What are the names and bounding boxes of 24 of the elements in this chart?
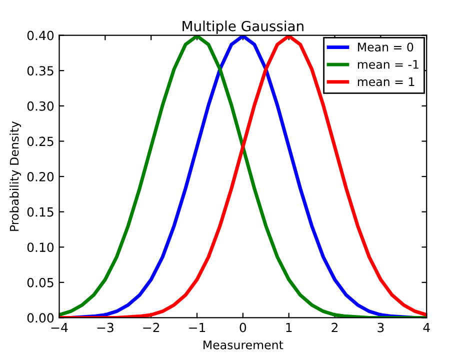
- y-tick-label: 0.25: [27, 136, 54, 146]
- x-tick-label: −3: [97, 322, 114, 332]
- x-tick-label: −1: [189, 322, 206, 332]
- y-tick-label: 0.40: [27, 30, 54, 40]
- x-tick-label: 4: [423, 322, 430, 332]
- x-tick-label: 1: [286, 322, 292, 332]
- chart-title: Multiple Gaussian: [182, 20, 304, 34]
- y-tick-label: 0.05: [27, 278, 54, 288]
- y-tick-label: 0.00: [27, 313, 54, 323]
- y-tick-label: 0.30: [27, 101, 54, 111]
- x-tick-label: 2: [332, 322, 338, 332]
- y-tick-label: 0.15: [27, 207, 54, 217]
- x-tick-label: −2: [143, 322, 160, 332]
- legend-label: mean = 1: [358, 77, 414, 86]
- y-tick-label: 0.10: [27, 242, 54, 252]
- y-axis-title: Probability Density: [10, 121, 21, 231]
- legend-label: Mean = 0: [358, 42, 414, 52]
- x-tick-label: −4: [51, 322, 68, 332]
- y-tick-label: 0.35: [27, 66, 54, 76]
- legend-label: mean = -1: [358, 60, 418, 69]
- x-axis-title: Measurement: [204, 340, 284, 350]
- x-tick-label: 3: [378, 322, 384, 332]
- x-tick-label: 0: [240, 322, 246, 332]
- y-tick-label: 0.20: [27, 172, 54, 182]
